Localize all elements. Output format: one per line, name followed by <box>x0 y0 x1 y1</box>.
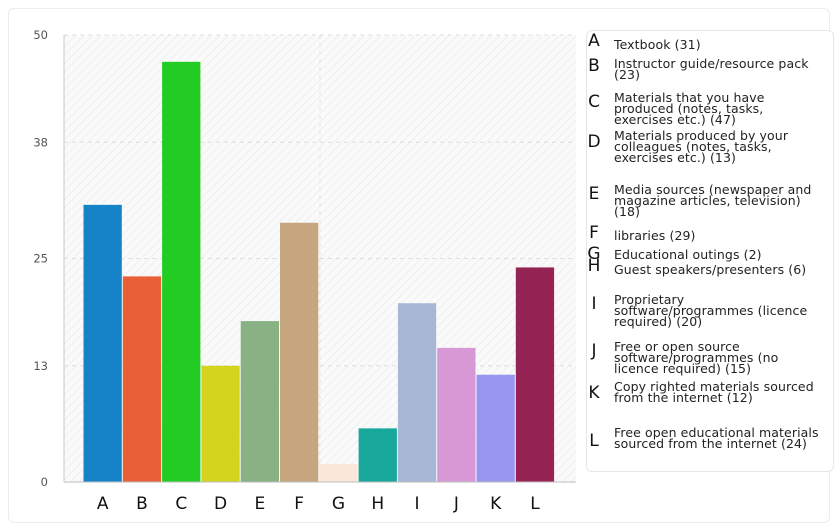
y-tick-label: 38 <box>33 135 48 149</box>
x-tick-label: L <box>530 494 540 514</box>
y-tick-label: 13 <box>33 359 48 373</box>
bar-d <box>201 365 240 482</box>
x-tick-labels: A B C D E F G H I J K L <box>97 494 540 514</box>
x-tick-label: F <box>294 494 304 514</box>
legend: A Textbook (31) B Instructor guide/resource… <box>586 30 834 472</box>
x-tick-label: H <box>371 494 384 514</box>
legend-label: Copy righted materials sourced from the … <box>614 379 814 405</box>
legend-letter: D <box>587 132 601 152</box>
legend-label: Media sources (newspaper and magazine ar… <box>614 182 812 219</box>
legend-label: Materials that you have produced (notes,… <box>614 90 765 127</box>
y-tick-labels: 0 13 25 38 50 <box>33 28 48 489</box>
x-tick-label: A <box>97 494 109 514</box>
bar-g <box>319 464 358 482</box>
x-tick-label: C <box>175 494 187 514</box>
legend-letter: K <box>588 383 600 403</box>
bar-a <box>83 204 122 483</box>
axes <box>63 35 576 483</box>
x-tick-label: G <box>332 494 345 514</box>
bar-f <box>280 222 319 483</box>
x-tick-label: I <box>415 494 420 514</box>
legend-letter: B <box>588 56 600 76</box>
bar-e <box>240 321 279 482</box>
legend-letter: G <box>587 244 601 264</box>
y-tick-label: 50 <box>33 28 48 42</box>
x-tick-label: B <box>136 494 148 514</box>
legend-letter: J <box>591 341 597 361</box>
legend-label: Free or open source software/programmes … <box>614 339 779 376</box>
legend-label: Textbook (31) <box>614 37 701 52</box>
legend-label: libraries (29) <box>614 228 696 243</box>
legend-letter: I <box>591 294 597 314</box>
legend-letter: H <box>587 256 601 276</box>
x-tick-label: D <box>214 494 227 514</box>
legend-letter: E <box>588 184 600 204</box>
legend-letter: F <box>589 223 599 243</box>
y-tick-label: 0 <box>41 475 48 489</box>
bar-k <box>476 374 515 482</box>
y-tick-label: 25 <box>33 252 48 266</box>
legend-letter: A <box>588 31 600 51</box>
legend-label: Materials produced by your colleagues (n… <box>614 128 789 165</box>
bar-b <box>122 276 162 482</box>
bar-j <box>437 347 476 482</box>
bar-l <box>515 267 555 482</box>
bar-c <box>162 61 201 482</box>
bars <box>83 61 555 483</box>
legend-label: Instructor guide/resource pack (23) <box>614 56 809 82</box>
legend-letter: C <box>588 92 600 112</box>
legend-letter: L <box>589 431 599 451</box>
x-tick-label: E <box>254 494 265 514</box>
legend-label: Free open educational materials sourced … <box>614 425 819 451</box>
x-tick-label: K <box>490 494 502 514</box>
legend-label: Proprietary software/programmes (licence… <box>614 292 808 329</box>
legend-label: Educational outings (2) <box>614 247 762 262</box>
legend-label: Guest speakers/presenters (6) <box>614 262 807 277</box>
x-tick-label: J <box>453 494 459 514</box>
bar-h <box>358 428 397 482</box>
bar-i <box>397 303 437 482</box>
